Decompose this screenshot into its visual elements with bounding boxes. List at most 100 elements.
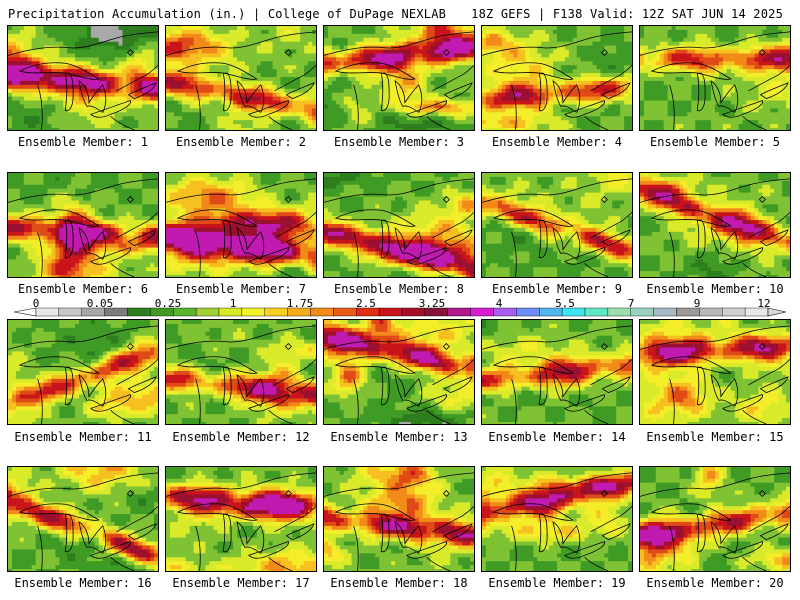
member-1-map [7,25,159,131]
great-lakes-outline [482,31,632,130]
colorbar-tick-label: 0.25 [155,297,182,310]
precip-field [8,26,158,130]
member-5-map [639,25,791,131]
member-3-caption: Ensemble Member: 3 [320,135,478,149]
colorbar-right-arrow [767,307,787,317]
precip-field [640,320,790,424]
great-lakes-outline [640,31,790,130]
colorbar-swatch [195,307,220,317]
precip-field [166,26,316,130]
colorbar-swatch [722,307,746,317]
precip-field [482,320,632,424]
member-15-map [639,319,791,425]
member-4-map [481,25,633,131]
colorbar-swatch [447,307,471,317]
precip-field [324,320,474,424]
great-lakes-outline [8,472,158,571]
colorbar-swatch [127,307,151,317]
colorbar-tick-label: 12 [757,297,770,310]
precip-field [640,173,790,277]
great-lakes-outline [8,325,158,424]
great-lakes-outline [640,325,790,424]
member-8-map [323,172,475,278]
precip-field [640,467,790,571]
precip-field [324,173,474,277]
member-17-caption: Ensemble Member: 17 [162,576,320,590]
colorbar-swatch [653,307,677,317]
colorbar-tick-label: 1.75 [287,297,314,310]
precipitation-colorbar [13,307,787,317]
great-lakes-outline [324,178,474,277]
member-9-caption: Ensemble Member: 9 [478,282,636,296]
member-2-map [165,25,317,131]
member-4-caption: Ensemble Member: 4 [478,135,636,149]
member-12-map [165,319,317,425]
great-lakes-outline [8,178,158,277]
great-lakes-outline [482,178,632,277]
great-lakes-outline [166,472,316,571]
member-14-caption: Ensemble Member: 14 [478,430,636,444]
colorbar-tick-label: 7 [628,297,635,310]
member-11-map [7,319,159,425]
member-16-caption: Ensemble Member: 16 [4,576,162,590]
colorbar-swatch [58,307,82,317]
precip-field [166,467,316,571]
member-16-map [7,466,159,572]
member-10-caption: Ensemble Member: 10 [636,282,794,296]
precip-field [640,26,790,130]
colorbar-swatch [35,307,60,317]
great-lakes-outline [482,325,632,424]
precip-field [166,173,316,277]
colorbar-swatch [310,307,334,317]
member-19-caption: Ensemble Member: 19 [478,576,636,590]
colorbar-tick-label: 0 [33,297,40,310]
colorbar-tick-label: 5.5 [555,297,575,310]
precip-field [8,320,158,424]
precip-field [482,26,632,130]
member-6-map [7,172,159,278]
member-13-caption: Ensemble Member: 13 [320,430,478,444]
member-1-caption: Ensemble Member: 1 [4,135,162,149]
member-11-caption: Ensemble Member: 11 [4,430,162,444]
member-7-map [165,172,317,278]
member-7-caption: Ensemble Member: 7 [162,282,320,296]
member-13-map [323,319,475,425]
great-lakes-outline [482,472,632,571]
member-2-caption: Ensemble Member: 2 [162,135,320,149]
member-17-map [165,466,317,572]
model-run-info: 18Z GEFS | F138 Valid: 12Z SAT JUN 14 20… [471,7,783,21]
colorbar-swatch [470,307,494,317]
member-3-map [323,25,475,131]
colorbar-swatch [241,307,265,317]
precip-field [324,26,474,130]
precip-field [166,320,316,424]
colorbar-tick-label: 2.5 [356,297,376,310]
precip-field [8,467,158,571]
member-18-caption: Ensemble Member: 18 [320,576,478,590]
member-20-caption: Ensemble Member: 20 [636,576,794,590]
member-19-map [481,466,633,572]
precip-field [482,467,632,571]
member-10-map [639,172,791,278]
colorbar-swatch [378,307,403,317]
great-lakes-outline [324,325,474,424]
precip-field [482,173,632,277]
colorbar-tick-label: 1 [230,297,237,310]
colorbar-tick-label: 9 [694,297,701,310]
member-6-caption: Ensemble Member: 6 [4,282,162,296]
colorbar-tick-label: 4 [496,297,503,310]
great-lakes-outline [324,472,474,571]
great-lakes-outline [640,178,790,277]
colorbar-swatch [333,307,357,317]
member-12-caption: Ensemble Member: 12 [162,430,320,444]
colorbar-tick-label: 0.05 [87,297,114,310]
precip-field [8,173,158,277]
great-lakes-outline [640,472,790,571]
great-lakes-outline [166,325,316,424]
member-14-map [481,319,633,425]
member-8-caption: Ensemble Member: 8 [320,282,478,296]
member-9-map [481,172,633,278]
great-lakes-outline [166,178,316,277]
colorbar-swatch [516,307,540,317]
great-lakes-outline [166,31,316,130]
